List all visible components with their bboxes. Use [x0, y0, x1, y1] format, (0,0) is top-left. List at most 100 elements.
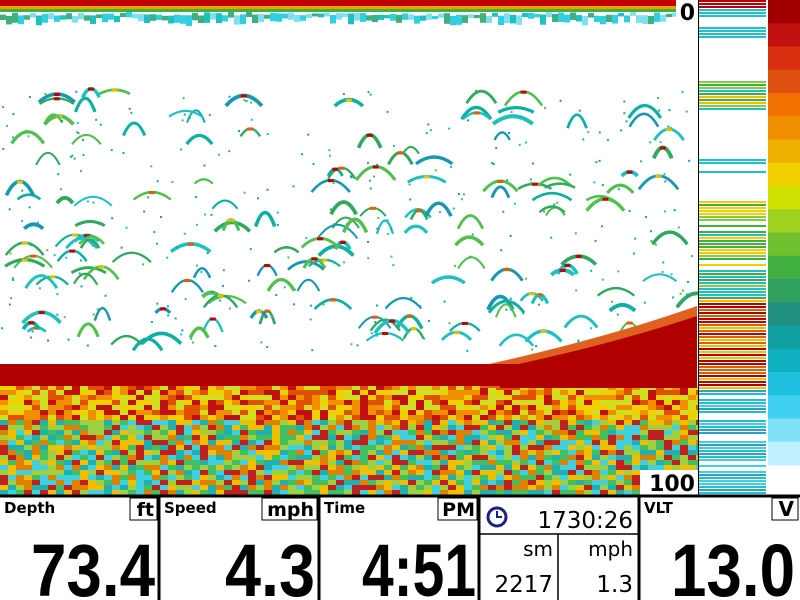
bottom-speckle [368, 385, 376, 390]
bottom-speckle [496, 475, 504, 480]
bottom-speckle [136, 435, 144, 440]
surface-noise [396, 14, 402, 23]
bottom-speckle [248, 450, 256, 455]
clutter [46, 249, 49, 252]
bottom-speckle [416, 390, 424, 395]
bottom-speckle [72, 440, 80, 445]
bottom-speckle [368, 450, 376, 455]
bottom-speckle [240, 440, 248, 445]
bottom-speckle [568, 470, 576, 475]
clutter [111, 217, 114, 220]
clutter [309, 318, 312, 321]
bottom-speckle [344, 465, 352, 470]
bottom-speckle [200, 425, 208, 430]
bottom-speckle [400, 385, 408, 390]
bottom-speckle [552, 400, 560, 405]
bottom-speckle [280, 460, 288, 465]
fish-core [149, 191, 156, 195]
bottom-speckle [664, 460, 672, 465]
bottom-speckle [24, 395, 32, 400]
bottom-speckle [576, 395, 584, 400]
bottom-speckle [168, 445, 176, 450]
fish-arc [531, 191, 573, 202]
bottom-speckle [496, 430, 504, 435]
bottom-speckle [168, 425, 176, 430]
surface-noise [120, 13, 126, 18]
bottom-speckle [632, 470, 640, 475]
bottom-speckle [16, 485, 24, 490]
bottom-speckle [512, 435, 520, 440]
fish-arc [608, 302, 637, 313]
bottom-speckle [320, 420, 328, 425]
bottom-speckle [536, 425, 544, 430]
bottom-speckle [656, 415, 664, 420]
bottom-speckle [136, 415, 144, 420]
clutter [376, 163, 379, 166]
scale-swatch [768, 69, 800, 94]
bottom-speckle [32, 420, 40, 425]
bottom-speckle [480, 435, 488, 440]
bottom-speckle [8, 435, 16, 440]
bottom-speckle [616, 470, 624, 475]
clutter [590, 269, 593, 272]
bottom-speckle [376, 425, 384, 430]
bottom-speckle [568, 410, 576, 415]
bottom-speckle [416, 415, 424, 420]
bottom-speckle [160, 465, 168, 470]
bottom-speckle [40, 455, 48, 460]
surface-noise [480, 13, 486, 23]
bottom-speckle [368, 480, 376, 485]
fish-core [453, 331, 460, 335]
bottom-speckle [640, 395, 648, 400]
bottom-speckle [376, 415, 384, 420]
bottom-speckle [296, 405, 304, 410]
surface-noise [582, 15, 588, 26]
bottom-speckle [304, 480, 312, 485]
bottom-speckle [432, 445, 440, 450]
fish-core [111, 88, 118, 92]
bottom-speckle [640, 405, 648, 410]
bottom-speckle [224, 400, 232, 405]
bottom-speckle [120, 470, 128, 475]
bottom-speckle [488, 390, 496, 395]
bottom-speckle [328, 480, 336, 485]
bottom-speckle [120, 420, 128, 425]
bottom-speckle [0, 475, 8, 480]
bottom-speckle [592, 445, 600, 450]
bottom-speckle [128, 440, 136, 445]
bottom-speckle [24, 470, 32, 475]
bottom-speckle [248, 480, 256, 485]
bottom-speckle [288, 480, 296, 485]
bottom-speckle [648, 400, 656, 405]
bottom-speckle [456, 475, 464, 480]
sidebar-stripe [699, 441, 766, 443]
bottom-speckle [16, 395, 24, 400]
bottom-speckle [144, 475, 152, 480]
bottom-speckle [112, 420, 120, 425]
surface-noise [270, 12, 276, 22]
bottom-speckle [56, 410, 64, 415]
bottom-speckle [376, 475, 384, 480]
bottom-speckle [264, 475, 272, 480]
clutter [245, 100, 248, 103]
bottom-speckle [56, 480, 64, 485]
fish-core [255, 310, 262, 314]
bottom-speckle [456, 460, 464, 465]
bottom-speckle [136, 395, 144, 400]
bottom-speckle [448, 460, 456, 465]
bottom-speckle [576, 390, 584, 395]
bottom-speckle [296, 420, 304, 425]
bottom-speckle [128, 450, 136, 455]
surface-noise [156, 14, 162, 20]
bottom-speckle [480, 395, 488, 400]
bottom-speckle [440, 430, 448, 435]
bottom-speckle [368, 430, 376, 435]
fish-arc [454, 235, 485, 247]
bottom-speckle [368, 415, 376, 420]
bottom-speckle [200, 445, 208, 450]
bottom-speckle [344, 445, 352, 450]
bottom-speckle [624, 405, 632, 410]
sidebar-stripe [699, 207, 766, 209]
bottom-speckle [312, 390, 320, 395]
bottom-speckle [144, 445, 152, 450]
